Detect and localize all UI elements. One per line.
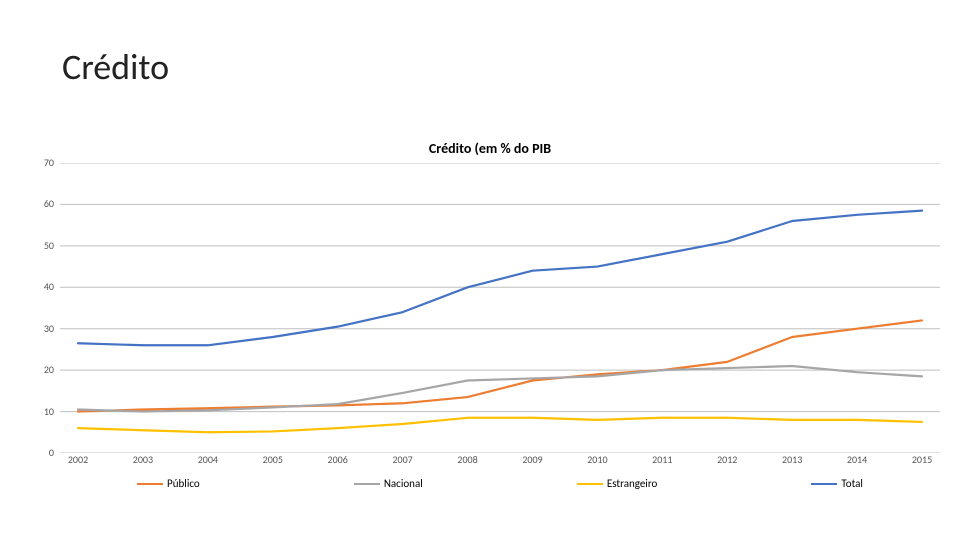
x-tick-label: 2002 (68, 455, 88, 465)
x-tick-label: 2005 (263, 455, 283, 465)
page-title: Crédito (62, 45, 169, 89)
chart-title: Crédito (em % do PIB (40, 140, 940, 157)
page: Crédito Crédito (em % do PIB 01020304050… (0, 0, 960, 540)
legend-item-Estrangeiro: Estrangeiro (577, 477, 657, 490)
legend-label: Total (841, 477, 863, 490)
y-tick-label: 0 (49, 448, 54, 458)
y-tick-label: 60 (44, 199, 54, 209)
x-tick-label: 2014 (847, 455, 867, 465)
x-tick-label: 2010 (587, 455, 607, 465)
x-tick-label: 2008 (457, 455, 477, 465)
legend-label: Nacional (384, 477, 423, 490)
x-tick-label: 2013 (782, 455, 802, 465)
x-tick-label: 2006 (328, 455, 348, 465)
y-tick-label: 10 (44, 407, 54, 417)
legend-label: Público (167, 477, 200, 490)
legend-item-Total: Total (811, 477, 863, 490)
legend-item-Nacional: Nacional (354, 477, 423, 490)
legend-swatch (137, 483, 163, 485)
x-tick-label: 2009 (522, 455, 542, 465)
legend-label: Estrangeiro (607, 477, 657, 490)
legend-swatch (811, 483, 837, 485)
legend-swatch (354, 483, 380, 485)
x-tick-label: 2003 (133, 455, 153, 465)
x-tick-label: 2015 (912, 455, 932, 465)
x-tick-label: 2011 (652, 455, 672, 465)
y-tick-label: 30 (44, 324, 54, 334)
chart: Crédito (em % do PIB 010203040506070 200… (40, 140, 940, 510)
y-tick-label: 20 (44, 365, 54, 375)
x-tick-label: 2007 (392, 455, 412, 465)
series-Estrangeiro (78, 418, 922, 433)
y-tick-label: 70 (44, 158, 54, 168)
x-tick-label: 2012 (717, 455, 737, 465)
legend-item-Público: Público (137, 477, 200, 490)
y-tick-label: 50 (44, 241, 54, 251)
x-axis: 2002 2003 2004 2005 2006 2007 2008 2009 2010 2011… (60, 453, 940, 467)
plot-svg (60, 163, 940, 453)
series-Total (78, 211, 922, 346)
legend-swatch (577, 483, 603, 485)
plot-area: 010203040506070 (60, 163, 940, 453)
x-tick-label: 2004 (198, 455, 218, 465)
y-tick-label: 40 (44, 282, 54, 292)
legend: Público Nacional Estrangeiro Total (60, 477, 940, 490)
